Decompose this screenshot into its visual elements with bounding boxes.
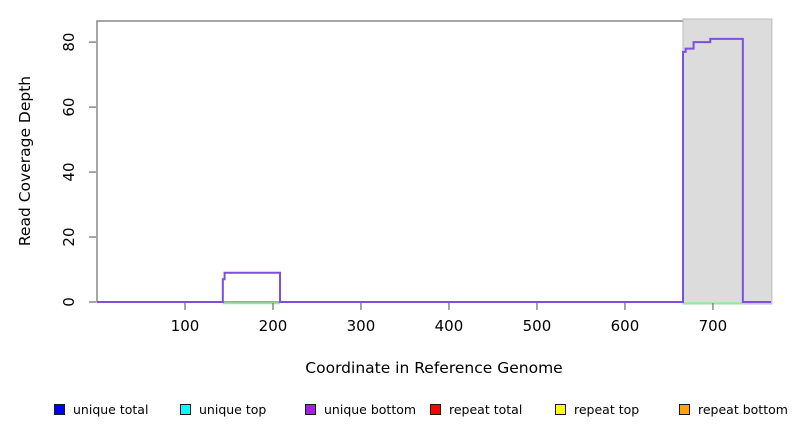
legend-swatch-repeat-total — [430, 404, 441, 415]
chart-legend: unique total unique top unique bottom repea… — [0, 400, 792, 424]
legend-item-unique-total: unique total — [54, 402, 148, 417]
x-tick-label: 500 — [523, 317, 552, 335]
legend-swatch-unique-bottom — [305, 404, 316, 415]
legend-label: unique total — [73, 402, 149, 417]
x-axis-title: Coordinate in Reference Genome — [305, 359, 563, 377]
legend-swatch-unique-top — [180, 404, 191, 415]
legend-label: repeat top — [574, 402, 640, 417]
x-tick-label: 200 — [259, 317, 288, 335]
x-tick-label: 400 — [435, 317, 464, 335]
legend-item-repeat-bottom: repeat bottom — [679, 402, 788, 417]
legend-label: unique bottom — [324, 402, 417, 417]
legend-item-repeat-total: repeat total — [430, 402, 522, 417]
highlight-region — [682, 18, 773, 305]
legend-swatch-repeat-top — [555, 404, 566, 415]
x-tick-label: 300 — [347, 317, 376, 335]
y-tick-label: 40 — [60, 163, 78, 182]
legend-swatch-repeat-bottom — [679, 404, 690, 415]
x-tick-label: 700 — [699, 317, 728, 335]
plot-box — [96, 20, 772, 303]
x-tick-label: 100 — [171, 317, 200, 335]
legend-label: repeat bottom — [698, 402, 788, 417]
x-tick-label: 600 — [611, 317, 640, 335]
y-tick-label: 60 — [60, 98, 78, 117]
y-tick-label: 80 — [60, 33, 78, 52]
legend-item-unique-bottom: unique bottom — [305, 402, 416, 417]
legend-label: unique top — [199, 402, 267, 417]
legend-label: repeat total — [449, 402, 523, 417]
legend-item-repeat-top: repeat top — [555, 402, 639, 417]
y-tick-label: 0 — [60, 297, 78, 307]
y-axis-title: Read Coverage Depth — [16, 75, 34, 247]
coverage-line — [97, 37, 771, 303]
y-tick-label: 20 — [60, 227, 78, 246]
legend-swatch-unique-total — [54, 404, 65, 415]
legend-item-unique-top: unique top — [180, 402, 266, 417]
